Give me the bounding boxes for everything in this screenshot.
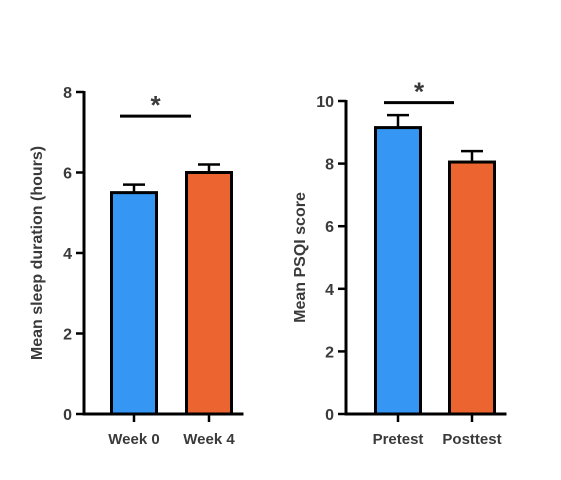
y-tick-label: 4 xyxy=(325,282,334,299)
y-tick-label: 2 xyxy=(325,344,334,361)
y-tick-label: 6 xyxy=(325,219,334,236)
y-tick-label: 0 xyxy=(63,407,72,424)
chart-panel-1: 0 2 4 6 8 Week 0 Week 4 * Mean sleep duration (h… xyxy=(29,85,244,448)
y-axis-title: Mean PSQI score xyxy=(292,192,309,323)
y-axis-title: Mean sleep duration (hours) xyxy=(29,146,46,360)
bar-pretest xyxy=(374,126,422,416)
significance-label: * xyxy=(414,77,425,107)
x-category-label: Week 4 xyxy=(183,431,235,448)
x-category-label: Posttest xyxy=(442,431,501,448)
bar-week-4 xyxy=(185,171,233,416)
y-tick-label: 8 xyxy=(63,85,72,102)
x-category-label: Pretest xyxy=(373,431,424,448)
significance-label: * xyxy=(150,90,161,120)
y-tick-label: 2 xyxy=(63,327,72,344)
bar-posttest xyxy=(448,160,496,416)
y-tick-label: 0 xyxy=(325,407,334,424)
x-category-label: Week 0 xyxy=(108,431,159,448)
y-tick-label: 6 xyxy=(63,166,72,183)
y-tick-label: 10 xyxy=(316,94,334,111)
y-tick-label: 4 xyxy=(63,246,72,263)
bar-week-0 xyxy=(110,191,158,416)
y-tick-label: 8 xyxy=(325,157,334,174)
chart-panel-2: 0 2 4 6 8 10 Pretest Posttest * Mean PSQI score xyxy=(292,77,507,448)
